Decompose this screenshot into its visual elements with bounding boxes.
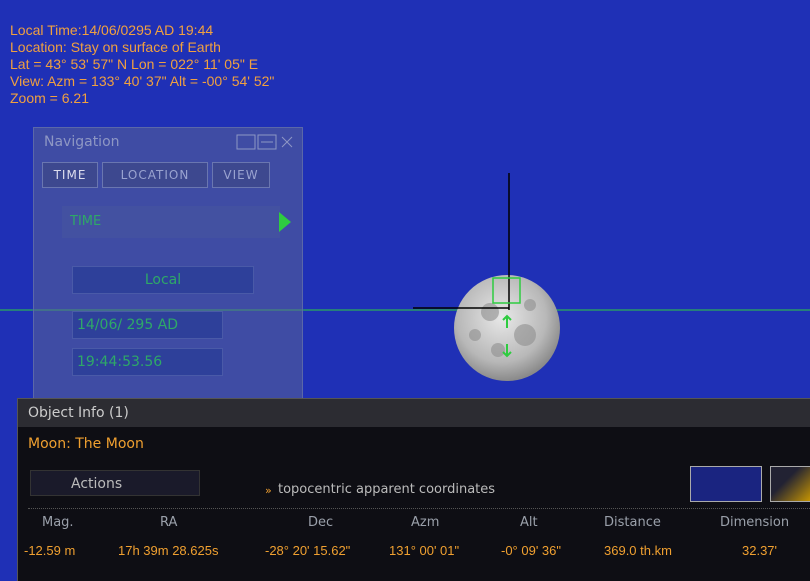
window-buttons[interactable] <box>236 134 298 150</box>
info-line: Lat = 43° 53' 57" N Lon = 022° 11' 05" E <box>10 56 258 72</box>
app-window: Local Time:14/06/0295 AD 19:44 Location:… <box>0 0 810 581</box>
expand-arrow[interactable] <box>277 210 293 234</box>
date-field[interactable]: 14/06/ 295 AD <box>72 311 223 339</box>
object-name: Moon: The Moon <box>28 436 144 452</box>
column-header: Dec <box>308 515 333 530</box>
timezone-dropdown[interactable]: Local <box>72 266 254 294</box>
column-header: Alt <box>520 515 538 530</box>
cell: -28° 20' 15.62" <box>265 543 350 558</box>
cell: -0° 09' 36" <box>501 543 561 558</box>
cell: 369.0 th.km <box>604 543 672 558</box>
cell: 17h 39m 28.625s <box>118 543 218 558</box>
info-line: Location: Stay on surface of Earth <box>10 39 221 55</box>
column-header: Dimension <box>720 515 789 530</box>
object-info-panel: Object Info (1) Moon: The Moon Actions »… <box>17 398 810 581</box>
cell: -12.59 m <box>24 543 75 558</box>
navigation-panel: Navigation TIME LOCATION VIEW TIME Local… <box>33 127 303 401</box>
chevron: » <box>265 484 272 497</box>
actions-dropdown[interactable]: Actions <box>30 470 200 496</box>
time-field[interactable]: 19:44:53.56 <box>72 348 223 376</box>
sky-thumbnail[interactable] <box>690 466 762 502</box>
cell: 32.37' <box>742 543 777 558</box>
column-header: Distance <box>604 515 661 530</box>
info-line: Zoom = 6.21 <box>10 90 89 106</box>
sun-thumbnail[interactable] <box>770 466 810 502</box>
info-line: View: Azm = 133° 40' 37" Alt = -00° 54' … <box>10 73 274 89</box>
column-header: Azm <box>411 515 439 530</box>
tab[interactable]: TIME <box>42 162 98 188</box>
tab[interactable]: VIEW <box>212 162 270 188</box>
column-header: RA <box>160 515 177 530</box>
coords-label[interactable]: topocentric apparent coordinates <box>278 482 495 497</box>
section-header[interactable]: TIME <box>62 206 280 238</box>
panel-title: Object Info (1) <box>28 405 129 421</box>
tab[interactable]: LOCATION <box>102 162 208 188</box>
info-line: Local Time:14/06/0295 AD 19:44 <box>10 22 213 38</box>
panel-title: Navigation <box>44 134 120 150</box>
cell: 131° 00' 01" <box>389 543 459 558</box>
column-header: Mag. <box>42 515 74 530</box>
